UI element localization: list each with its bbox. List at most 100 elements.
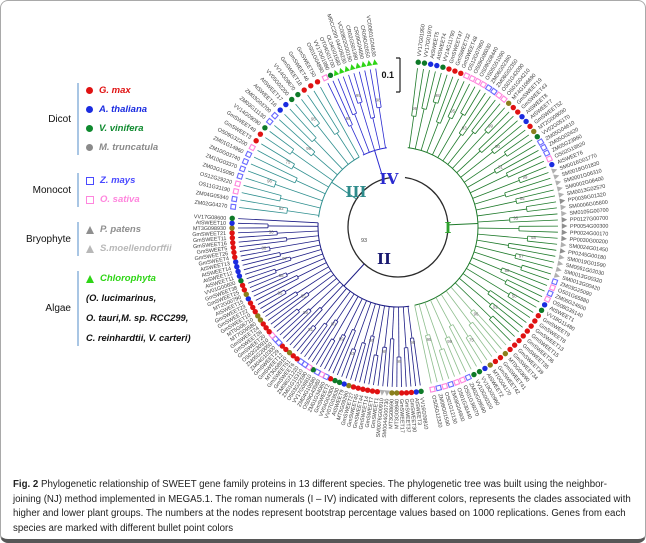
tree-branch xyxy=(502,267,548,286)
bootstrap-value: 95 xyxy=(513,216,518,221)
tree-branch xyxy=(468,324,493,357)
circle-marker-icon xyxy=(234,263,240,270)
tree-branch xyxy=(436,76,454,122)
leaf-label: GmSWEET30 xyxy=(408,398,417,432)
square-open-marker-icon xyxy=(241,157,250,166)
tree-branch xyxy=(458,92,486,134)
circle-marker-icon xyxy=(257,317,264,323)
tree-branch xyxy=(510,291,537,308)
tree-branch xyxy=(477,227,519,230)
leaf-label: SM0006G05800 xyxy=(569,200,609,211)
leaf-label: PP0127G00700 xyxy=(570,216,609,224)
square-open-marker-icon xyxy=(453,378,461,386)
square-open-marker-icon xyxy=(479,80,488,89)
leaf-label: VV17G01950 xyxy=(417,24,427,57)
tree-branch xyxy=(447,81,465,117)
tree-branch xyxy=(409,338,417,387)
tree-branch xyxy=(474,194,506,205)
tree-arc xyxy=(286,208,288,214)
legend-species-label: S.moellendorffii xyxy=(100,243,172,254)
tree-arc xyxy=(507,292,511,297)
tree-arc xyxy=(348,124,353,127)
triangle-marker-icon xyxy=(558,254,565,260)
tree-branch xyxy=(350,342,363,380)
square-open-marker-icon xyxy=(458,376,467,384)
tree-branch xyxy=(332,296,359,340)
tree-arc xyxy=(371,335,375,337)
legend-group-monocot: Monocot Z. mays O. sativa xyxy=(15,173,197,207)
tree-branch xyxy=(276,311,300,332)
tree-branch xyxy=(384,306,390,348)
tree-branch xyxy=(432,117,451,155)
triangle-marker-icon xyxy=(555,266,562,272)
tree-branch xyxy=(418,304,428,336)
tree-branch xyxy=(279,119,316,153)
tree-arc xyxy=(347,176,449,278)
tree-arc xyxy=(312,325,317,329)
leaf-label: GmSWEET16 xyxy=(193,241,227,250)
tree-branch xyxy=(245,177,275,188)
tree-arc xyxy=(484,129,489,134)
tree-branch xyxy=(295,103,316,128)
tree-branch xyxy=(447,223,478,226)
clade-numeral-I: I xyxy=(444,219,451,237)
circle-marker-icon xyxy=(86,125,93,132)
tree-branch xyxy=(460,151,494,178)
circle-marker-icon xyxy=(413,389,419,395)
bootstrap-value: 50 xyxy=(269,229,274,234)
triangle-marker-icon xyxy=(553,174,560,180)
tree-branch xyxy=(353,300,367,331)
tree-branch xyxy=(500,271,545,292)
bootstrap-value: 99 xyxy=(412,106,417,111)
tree-branch xyxy=(504,134,530,153)
tree-arc xyxy=(447,116,453,120)
tree-branch xyxy=(527,235,558,239)
caption-text: Phylogenetic relationship of SWEET gene … xyxy=(13,479,631,534)
circle-marker-icon xyxy=(515,109,521,115)
tree-branch xyxy=(282,310,312,339)
tree-branch xyxy=(475,245,516,257)
tree-branch xyxy=(289,108,317,139)
tree-branch xyxy=(269,131,295,150)
tree-branch xyxy=(391,338,395,387)
tree-branch xyxy=(509,213,558,219)
tree-branch xyxy=(473,309,507,346)
bootstrap-value: 81 xyxy=(498,165,503,170)
tree-branch xyxy=(270,294,310,325)
leaf-label: MT3G08940 xyxy=(394,399,400,429)
circle-marker-icon xyxy=(492,358,499,365)
tree-branch xyxy=(342,76,357,114)
tree-arc xyxy=(335,319,339,322)
legend-species-label: P. patens xyxy=(100,224,142,235)
circle-marker-icon xyxy=(519,113,525,120)
tree-branch xyxy=(438,350,450,379)
square-open-marker-icon xyxy=(429,385,436,393)
circle-marker-icon xyxy=(277,107,283,113)
tree-branch xyxy=(411,68,418,116)
leaf-label: SM0024G01450 xyxy=(569,243,609,253)
tree-branch xyxy=(435,297,452,326)
tree-branch xyxy=(363,303,376,344)
tree-branch xyxy=(424,302,443,350)
tree-arc xyxy=(291,163,295,170)
leaf-label: PP0039G01320 xyxy=(568,192,607,204)
scale-bar-label: 0.1 xyxy=(381,70,394,80)
square-open-marker-icon xyxy=(543,295,552,304)
tree-branch xyxy=(284,113,313,143)
tree-branch xyxy=(238,222,269,225)
tree-branch xyxy=(286,307,321,343)
tree-branch xyxy=(265,137,291,155)
tree-branch xyxy=(353,73,363,103)
legend-item: Chlorophyta xyxy=(86,273,191,284)
legend-bracket xyxy=(77,173,79,207)
tree-branch xyxy=(496,150,539,174)
square-open-marker-icon xyxy=(545,155,554,163)
tree-branch xyxy=(313,90,340,132)
legend-species-sublist: (O. lucimarinus, xyxy=(86,293,157,303)
tree-branch xyxy=(382,347,387,387)
scale-bar: 0.1 xyxy=(381,57,401,93)
circle-marker-icon xyxy=(535,313,541,319)
tree-branch xyxy=(430,299,448,338)
tree-branch xyxy=(407,306,413,339)
tree-branch xyxy=(516,195,556,204)
